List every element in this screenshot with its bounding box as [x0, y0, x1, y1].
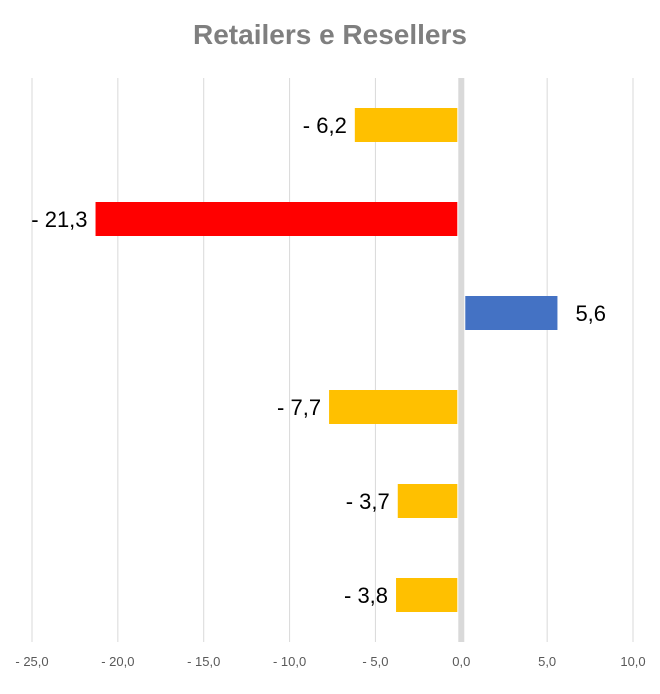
data-label: - 3,7	[346, 489, 390, 514]
bar	[329, 390, 458, 424]
data-labels: - 6,2 - 21,3 5,6 - 7,7 - 3,7 - 3,8	[31, 113, 606, 608]
x-tick-label: - 10,0	[273, 654, 306, 669]
bar	[396, 578, 458, 612]
x-tick-label: - 25,0	[15, 654, 48, 669]
x-tick-label: - 5,0	[362, 654, 388, 669]
x-tick-label: - 15,0	[187, 654, 220, 669]
bar	[397, 484, 458, 518]
bar	[354, 108, 458, 142]
x-tick-label: 5,0	[538, 654, 556, 669]
data-label: - 6,2	[303, 113, 347, 138]
bar	[95, 202, 458, 236]
data-label: - 3,8	[344, 583, 388, 608]
data-label: - 21,3	[31, 207, 87, 232]
gridlines	[31, 78, 634, 642]
data-label: 5,6	[575, 301, 606, 326]
bars	[95, 108, 558, 612]
data-label: - 7,7	[277, 395, 321, 420]
x-tick-label: 10,0	[620, 654, 645, 669]
bar	[465, 296, 558, 330]
x-axis-ticks: - 25,0 - 20,0 - 15,0 - 10,0 - 5,0 0,0 5,0 10,0	[15, 654, 645, 669]
x-tick-label: 0,0	[452, 654, 470, 669]
x-tick-label: - 20,0	[101, 654, 134, 669]
chart-title: Retailers e Resellers	[193, 19, 467, 50]
